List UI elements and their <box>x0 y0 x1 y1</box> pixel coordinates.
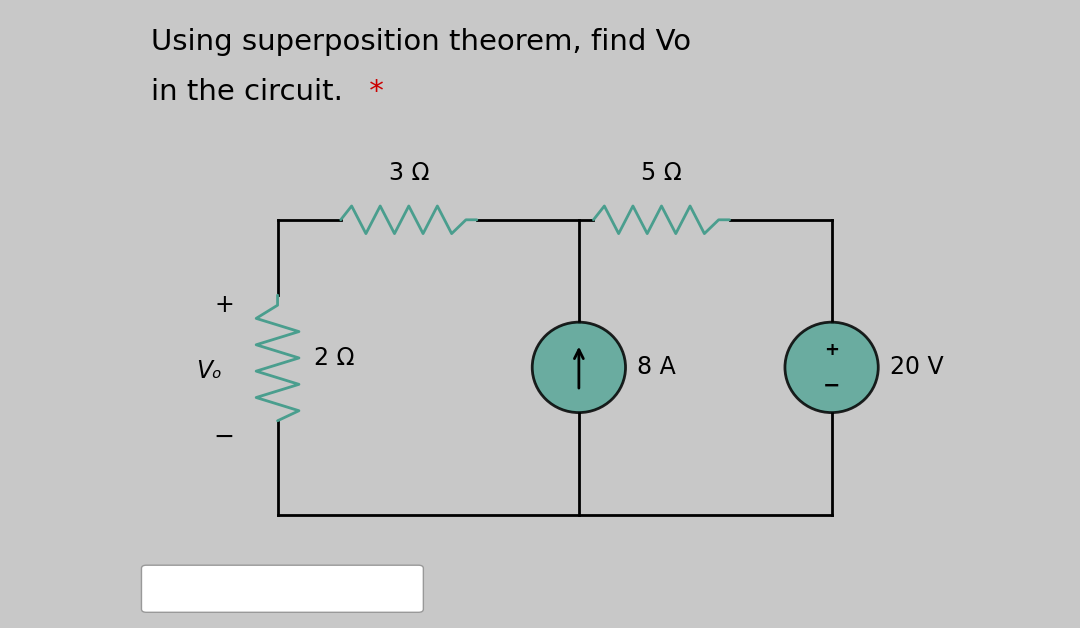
Ellipse shape <box>785 322 878 413</box>
Text: in the circuit.: in the circuit. <box>151 78 343 107</box>
FancyBboxPatch shape <box>141 565 423 612</box>
Text: Using superposition theorem, find Vo: Using superposition theorem, find Vo <box>151 28 691 57</box>
Text: 3 Ω: 3 Ω <box>389 161 429 185</box>
Text: 5 Ω: 5 Ω <box>642 161 681 185</box>
Text: Vₒ: Vₒ <box>197 359 222 382</box>
Text: +: + <box>214 293 234 317</box>
Text: +: + <box>824 341 839 359</box>
Text: 2 Ω: 2 Ω <box>314 346 355 370</box>
Text: *: * <box>361 78 384 107</box>
Text: −: − <box>823 376 840 396</box>
Text: −: − <box>214 425 234 448</box>
Text: 8 A: 8 A <box>637 355 676 379</box>
Ellipse shape <box>532 322 625 413</box>
Text: 20 V: 20 V <box>890 355 944 379</box>
